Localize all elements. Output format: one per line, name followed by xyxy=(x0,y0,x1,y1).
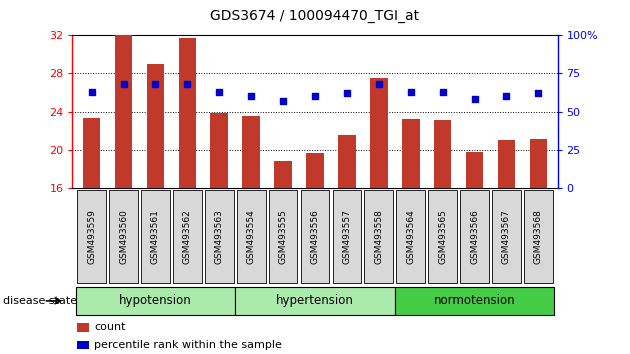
FancyBboxPatch shape xyxy=(141,189,170,283)
Point xyxy=(278,98,288,104)
Text: hypertension: hypertension xyxy=(276,295,354,307)
Bar xyxy=(466,153,483,188)
Text: GSM493560: GSM493560 xyxy=(119,209,128,264)
Point xyxy=(406,89,416,95)
Point xyxy=(86,89,96,95)
FancyBboxPatch shape xyxy=(235,287,395,315)
Point xyxy=(342,90,352,96)
Point xyxy=(501,93,512,99)
Text: GDS3674 / 100094470_TGI_at: GDS3674 / 100094470_TGI_at xyxy=(210,9,420,23)
Text: normotension: normotension xyxy=(434,295,515,307)
Text: GSM493567: GSM493567 xyxy=(502,209,511,264)
Bar xyxy=(83,118,100,188)
Text: GSM493564: GSM493564 xyxy=(406,209,415,264)
Point xyxy=(310,93,320,99)
Text: GSM493566: GSM493566 xyxy=(470,209,479,264)
FancyBboxPatch shape xyxy=(205,189,234,283)
FancyBboxPatch shape xyxy=(492,189,521,283)
FancyBboxPatch shape xyxy=(396,189,425,283)
Bar xyxy=(530,139,547,188)
Text: count: count xyxy=(94,322,126,332)
Point xyxy=(214,89,224,95)
FancyBboxPatch shape xyxy=(333,189,361,283)
FancyBboxPatch shape xyxy=(269,189,297,283)
Point xyxy=(118,81,129,87)
Text: GSM493562: GSM493562 xyxy=(183,209,192,264)
Text: GSM493565: GSM493565 xyxy=(438,209,447,264)
Text: hypotension: hypotension xyxy=(119,295,192,307)
Text: disease state: disease state xyxy=(3,296,77,306)
Text: GSM493555: GSM493555 xyxy=(278,209,287,264)
FancyBboxPatch shape xyxy=(524,189,553,283)
Bar xyxy=(178,38,196,188)
Text: percentile rank within the sample: percentile rank within the sample xyxy=(94,340,282,350)
Point xyxy=(374,81,384,87)
Text: GSM493559: GSM493559 xyxy=(87,209,96,264)
Bar xyxy=(434,120,452,188)
Text: GSM493561: GSM493561 xyxy=(151,209,160,264)
Point xyxy=(469,97,479,102)
FancyBboxPatch shape xyxy=(109,189,138,283)
Bar xyxy=(338,135,356,188)
Text: GSM493554: GSM493554 xyxy=(247,209,256,264)
Point xyxy=(438,89,448,95)
Text: GSM493557: GSM493557 xyxy=(343,209,352,264)
Bar xyxy=(147,64,164,188)
FancyBboxPatch shape xyxy=(237,189,265,283)
Bar xyxy=(115,35,132,188)
FancyBboxPatch shape xyxy=(428,189,457,283)
Point xyxy=(534,90,544,96)
Bar xyxy=(370,78,387,188)
FancyBboxPatch shape xyxy=(301,189,329,283)
Bar xyxy=(77,341,89,349)
Text: GSM493563: GSM493563 xyxy=(215,209,224,264)
Bar xyxy=(274,161,292,188)
Bar xyxy=(402,119,420,188)
Text: GSM493556: GSM493556 xyxy=(311,209,319,264)
FancyBboxPatch shape xyxy=(395,287,554,315)
FancyBboxPatch shape xyxy=(173,189,202,283)
FancyBboxPatch shape xyxy=(77,189,106,283)
Bar xyxy=(498,140,515,188)
Point xyxy=(151,81,161,87)
FancyBboxPatch shape xyxy=(365,189,393,283)
Bar xyxy=(243,116,260,188)
FancyBboxPatch shape xyxy=(460,189,489,283)
Text: GSM493558: GSM493558 xyxy=(374,209,383,264)
Bar xyxy=(77,323,89,332)
Point xyxy=(182,81,192,87)
Point xyxy=(246,93,256,99)
FancyBboxPatch shape xyxy=(76,287,235,315)
Text: GSM493568: GSM493568 xyxy=(534,209,543,264)
Bar xyxy=(210,113,228,188)
Bar xyxy=(306,153,324,188)
